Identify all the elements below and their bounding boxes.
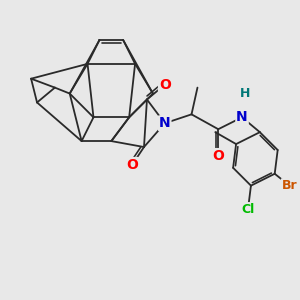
Text: O: O bbox=[159, 78, 171, 92]
Text: O: O bbox=[126, 158, 138, 172]
Text: Br: Br bbox=[282, 179, 297, 192]
Text: H: H bbox=[240, 87, 250, 100]
Text: O: O bbox=[212, 149, 224, 163]
Text: N: N bbox=[159, 116, 171, 130]
Text: Cl: Cl bbox=[241, 203, 255, 216]
Text: N: N bbox=[236, 110, 248, 124]
